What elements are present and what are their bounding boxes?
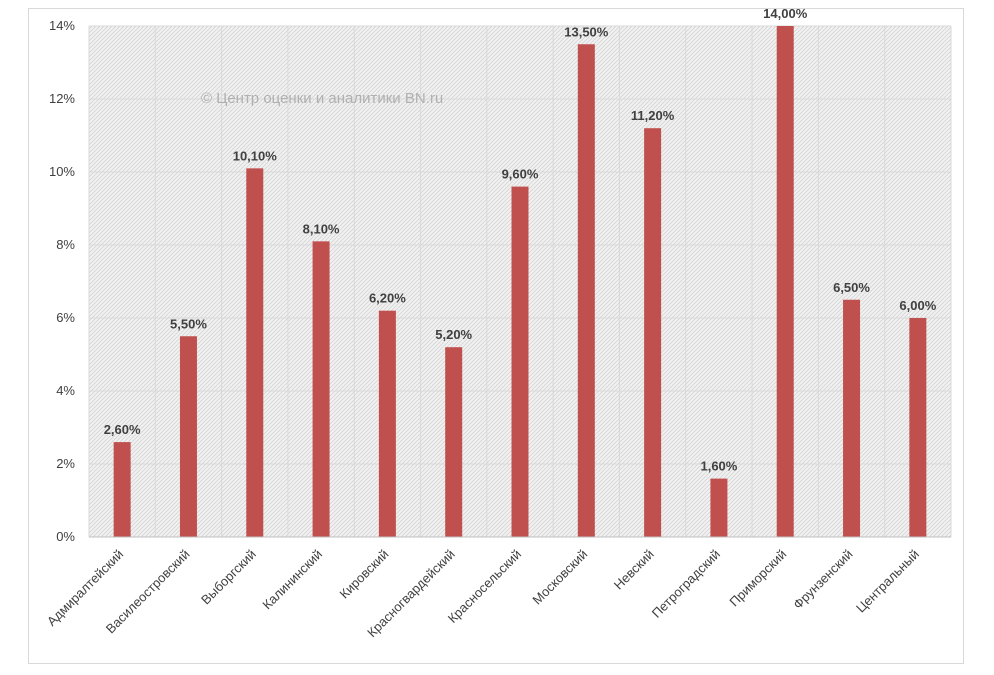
data-label: 8,10% xyxy=(303,221,340,236)
x-tick-label: Московский xyxy=(529,547,590,608)
bar xyxy=(644,128,662,537)
x-tick-label: Красносельский xyxy=(445,547,524,626)
bar xyxy=(179,336,197,537)
data-label: 5,20% xyxy=(435,327,472,342)
y-tick-label: 4% xyxy=(56,383,75,398)
data-label: 6,20% xyxy=(369,291,406,306)
data-label: 1,60% xyxy=(700,459,737,474)
watermark: © Центр оценки и аналитики BN.ru xyxy=(201,90,443,107)
bar xyxy=(710,478,728,537)
y-tick-label: 0% xyxy=(56,529,75,544)
y-tick-label: 10% xyxy=(49,164,75,179)
y-tick-label: 6% xyxy=(56,310,75,325)
bar xyxy=(445,347,463,537)
y-tick-label: 2% xyxy=(56,456,75,471)
data-label: 5,50% xyxy=(170,316,207,331)
y-axis: 0% 2% 4% 6% 8% 10% 12% 14% xyxy=(49,18,75,544)
x-tick-label: Кировский xyxy=(337,547,392,602)
bar xyxy=(378,310,396,537)
x-tick-label: Невский xyxy=(611,547,657,593)
x-tick-label: Приморский xyxy=(726,547,789,610)
data-label: 6,50% xyxy=(833,280,870,295)
y-tick-label: 8% xyxy=(56,237,75,252)
bar xyxy=(246,168,264,537)
x-tick-label: Центральный xyxy=(853,547,922,616)
gridlines xyxy=(88,25,952,538)
chart-frame: 0% 2% 4% 6% 8% 10% 12% 14% 2,60% 5,50% 10,10% 8,10… xyxy=(28,8,964,664)
y-tick-label: 12% xyxy=(49,91,75,106)
x-tick-label: Петроградский xyxy=(649,547,723,621)
x-tick-label: Фрунзенский xyxy=(790,547,855,612)
data-label: 10,10% xyxy=(233,148,278,163)
data-label: 2,60% xyxy=(104,422,141,437)
bar xyxy=(113,442,131,537)
data-label: 14,00% xyxy=(763,9,808,21)
bar xyxy=(312,241,330,537)
bars xyxy=(113,26,927,537)
bar xyxy=(577,44,595,537)
data-label: 6,00% xyxy=(899,298,936,313)
y-tick-label: 14% xyxy=(49,18,75,33)
bar xyxy=(511,186,529,537)
data-label: 13,50% xyxy=(564,24,609,39)
data-label: 11,20% xyxy=(631,108,675,123)
x-tick-label: Калининский xyxy=(259,547,325,613)
bar xyxy=(843,299,861,537)
data-label: 9,60% xyxy=(502,167,539,182)
data-labels: 2,60% 5,50% 10,10% 8,10% 6,20% 5,20% 9,60% 13,5… xyxy=(104,9,937,474)
bar xyxy=(776,26,794,537)
x-tick-label: Выборгский xyxy=(198,547,259,608)
chart-svg: 0% 2% 4% 6% 8% 10% 12% 14% 2,60% 5,50% 10,10% 8,10… xyxy=(44,9,952,640)
bar xyxy=(909,318,927,537)
